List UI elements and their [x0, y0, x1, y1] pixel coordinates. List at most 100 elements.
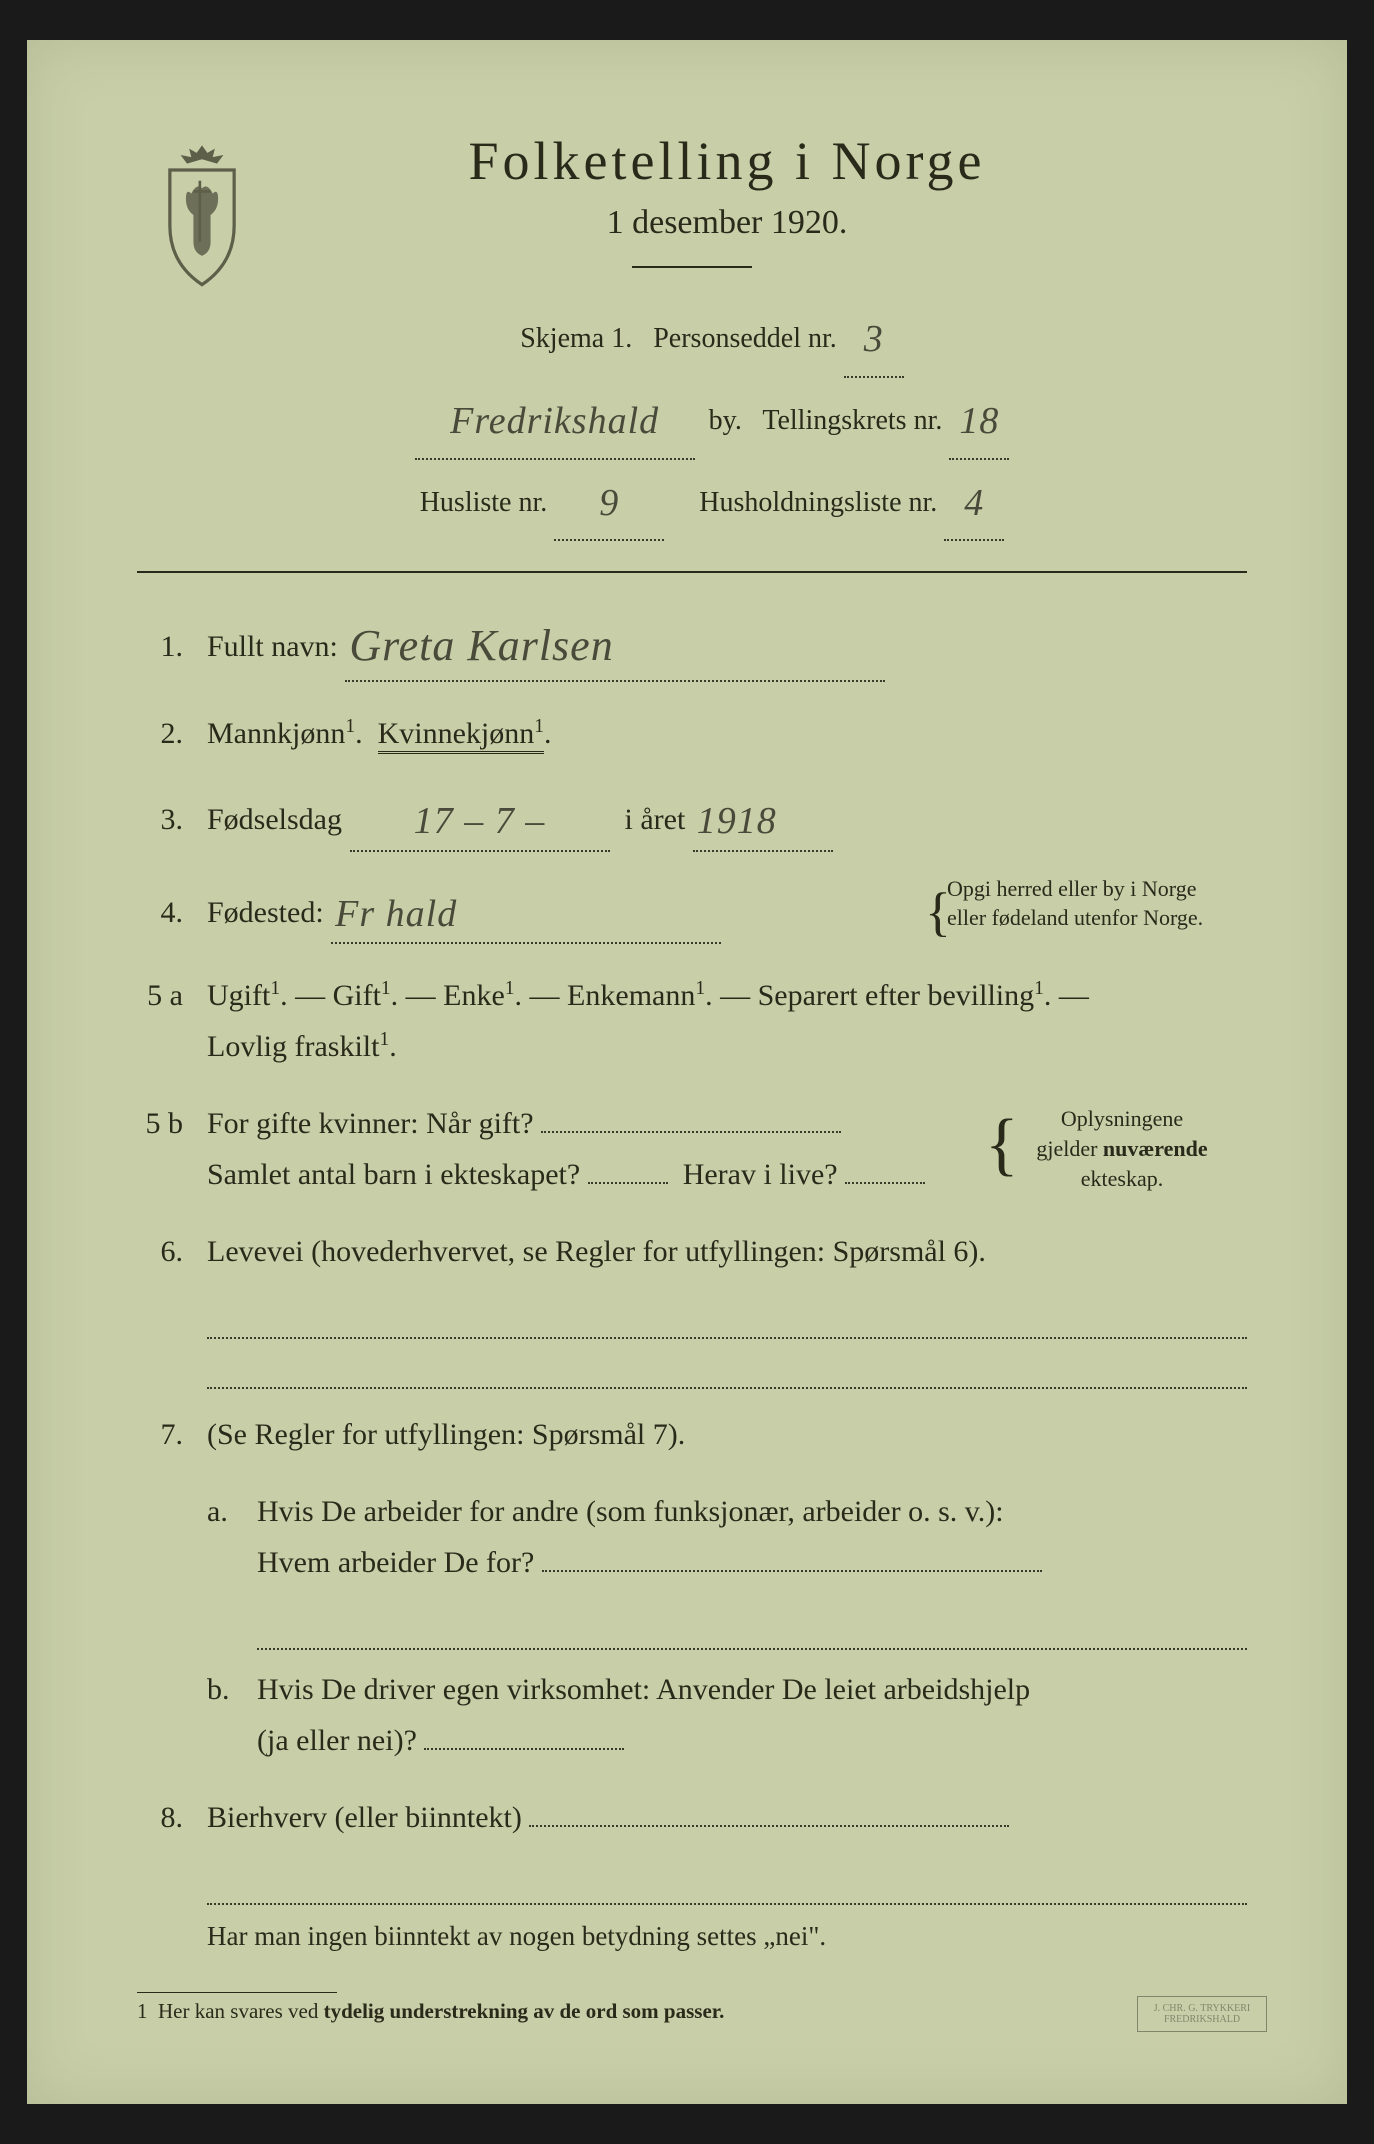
q1-label: Fullt navn: — [207, 630, 338, 663]
coat-of-arms-icon — [147, 140, 257, 290]
q8-blank — [207, 1869, 1247, 1905]
q2-mann: Mannkjønn1. — [207, 717, 363, 750]
q5a-num: 5 a — [137, 970, 207, 1021]
by-field: Fredrikshald — [415, 378, 695, 460]
q5b-note-l1: Oplysningene — [1061, 1106, 1183, 1131]
q4-value: Fr hald — [335, 893, 457, 935]
q7b-row: b. Hvis De driver egen virksomhet: Anven… — [137, 1664, 1247, 1766]
q7b-l1: Hvis De driver egen virksomhet: Anvender… — [257, 1673, 1030, 1706]
form-meta-block: Skjema 1. Personseddel nr. 3 Fredrikshal… — [177, 296, 1247, 541]
q3-num: 3. — [137, 794, 207, 845]
q5b-line2b: Herav i live? — [683, 1158, 838, 1191]
q7-row: 7. (Se Regler for utfyllingen: Spørsmål … — [137, 1409, 1247, 1460]
census-form-page: Folketelling i Norge 1 desember 1920. Sk… — [27, 40, 1347, 2104]
q1-row: 1. Fullt navn: Greta Karlsen — [137, 605, 1247, 682]
q3-label: Fødselsdag — [207, 803, 342, 836]
q7a-field — [542, 1570, 1042, 1572]
q5a-opt6: Lovlig fraskilt1. — [207, 1030, 397, 1063]
q5b-gift-field — [541, 1131, 841, 1133]
q2-num: 2. — [137, 708, 207, 759]
q2-kvinne-selected: Kvinnekjønn1 — [378, 717, 544, 754]
husholdning-nr-value: 4 — [964, 482, 984, 524]
by-label: by. — [709, 405, 742, 436]
by-value: Fredrikshald — [450, 400, 659, 442]
q8-label: Bierhverv (eller biinntekt) — [207, 1801, 522, 1834]
section-divider — [137, 571, 1247, 573]
personseddel-nr-field: 3 — [844, 296, 904, 378]
q3-year-value: 1918 — [697, 800, 777, 842]
q1-value-field: Greta Karlsen — [345, 605, 885, 682]
q5a-row: 5 a Ugift1. — Gift1. — Enke1. — Enkemann… — [137, 970, 1247, 1072]
title-divider — [632, 266, 752, 268]
q5b-line1: For gifte kvinner: Når gift? — [207, 1107, 534, 1140]
q4-row: 4. Fødested: Fr hald { Opgi herred eller… — [137, 878, 1247, 945]
q4-num: 4. — [137, 887, 207, 938]
tellingskrets-nr-value: 18 — [959, 400, 999, 442]
q4-note-l1: Opgi herred eller by i Norge — [947, 876, 1196, 901]
q6-num: 6. — [137, 1226, 207, 1277]
personseddel-label: Personseddel nr. — [653, 323, 837, 354]
q6-text: Levevei (hovederhvervet, se Regler for u… — [207, 1235, 986, 1268]
q6-row: 6. Levevei (hovederhvervet, se Regler fo… — [137, 1226, 1247, 1277]
q4-value-field: Fr hald — [331, 878, 721, 945]
q5a-opt5: Separert efter bevilling1. — [758, 979, 1052, 1012]
q5a-opt4: Enkemann1. — [567, 979, 713, 1012]
q7a-l2: Hvem arbeider De for? — [257, 1546, 534, 1579]
q7-num: 7. — [137, 1409, 207, 1460]
q3-year-label: i året — [625, 803, 686, 836]
q7a-blank — [257, 1614, 1247, 1650]
tellingskrets-nr-field: 18 — [949, 378, 1009, 460]
q4-sidenote: { Opgi herred eller by i Norge eller fød… — [947, 874, 1257, 933]
footnote-marker: 1 — [137, 1999, 148, 2023]
page-subtitle: 1 desember 1920. — [207, 204, 1247, 242]
q7a-l1: Hvis De arbeider for andre (som funksjon… — [257, 1495, 1004, 1528]
q5b-line2a: Samlet antal barn i ekteskapet? — [207, 1158, 580, 1191]
husholdning-nr-field: 4 — [944, 460, 1004, 542]
q5b-live-field — [845, 1182, 925, 1184]
footnote-block: 1 Her kan svares ved tydelig understrekn… — [137, 1992, 1247, 2024]
q6-blank2 — [207, 1353, 1247, 1389]
q5b-note-l3: ekteskap. — [1081, 1166, 1163, 1191]
q5b-sidenote: { Oplysningene gjelder nuværende ekteska… — [1007, 1104, 1237, 1193]
tellingskrets-label: Tellingskrets nr. — [762, 405, 942, 436]
q5b-note-l2: gjelder nuværende — [1036, 1136, 1207, 1161]
q5a-opt2: Gift1. — [333, 979, 399, 1012]
q7a-label: a. — [207, 1486, 257, 1537]
header: Folketelling i Norge 1 desember 1920. Sk… — [137, 130, 1247, 541]
q1-value: Greta Karlsen — [349, 621, 613, 670]
skjema-label: Skjema 1. — [520, 323, 632, 354]
q7b-label: b. — [207, 1664, 257, 1715]
q8-field — [529, 1825, 1009, 1827]
q7b-field — [424, 1748, 624, 1750]
footnote-rule — [137, 1992, 337, 1993]
printer-stamp: J. CHR. G. TRYKKERI FREDRIKSHALD — [1137, 1996, 1267, 2032]
page-title: Folketelling i Norge — [207, 130, 1247, 192]
q5b-num: 5 b — [137, 1098, 207, 1149]
q3-day-field: 17 – 7 – — [350, 785, 610, 852]
husliste-nr-field: 9 — [554, 460, 664, 542]
q6-blank1 — [207, 1303, 1247, 1339]
q7a-row: a. Hvis De arbeider for andre (som funks… — [137, 1486, 1247, 1588]
q8-row: 8. Bierhverv (eller biinntekt) — [137, 1792, 1247, 1843]
q3-day-value: 17 – 7 – — [414, 800, 546, 842]
q8-note: Har man ingen biinntekt av nogen betydni… — [137, 1921, 1247, 1952]
q3-row: 3. Fødselsdag 17 – 7 – i året 1918 — [137, 785, 1247, 852]
footnote-text: Her kan svares ved tydelig understreknin… — [158, 1999, 724, 2023]
q7-text: (Se Regler for utfyllingen: Spørsmål 7). — [207, 1418, 685, 1451]
q8-num: 8. — [137, 1792, 207, 1843]
q5b-barn-field — [588, 1182, 668, 1184]
q5a-opt3: Enke1. — [443, 979, 522, 1012]
husliste-nr-value: 9 — [599, 482, 619, 524]
husliste-label: Husliste nr. — [420, 487, 548, 518]
q7b-l2: (ja eller nei)? — [257, 1724, 417, 1757]
q2-row: 2. Mannkjønn1. Kvinnekjønn1. — [137, 708, 1247, 759]
q5a-opt1: Ugift1. — [207, 979, 288, 1012]
q3-year-field: 1918 — [693, 785, 833, 852]
q5b-row: 5 b For gifte kvinner: Når gift? Samlet … — [137, 1098, 1247, 1200]
husholdning-label: Husholdningsliste nr. — [699, 487, 937, 518]
q4-note-l2: eller fødeland utenfor Norge. — [947, 905, 1203, 930]
personseddel-nr-value: 3 — [864, 318, 884, 360]
q1-num: 1. — [137, 621, 207, 672]
q4-label: Fødested: — [207, 896, 324, 929]
brace-icon: { — [985, 1098, 1019, 1193]
